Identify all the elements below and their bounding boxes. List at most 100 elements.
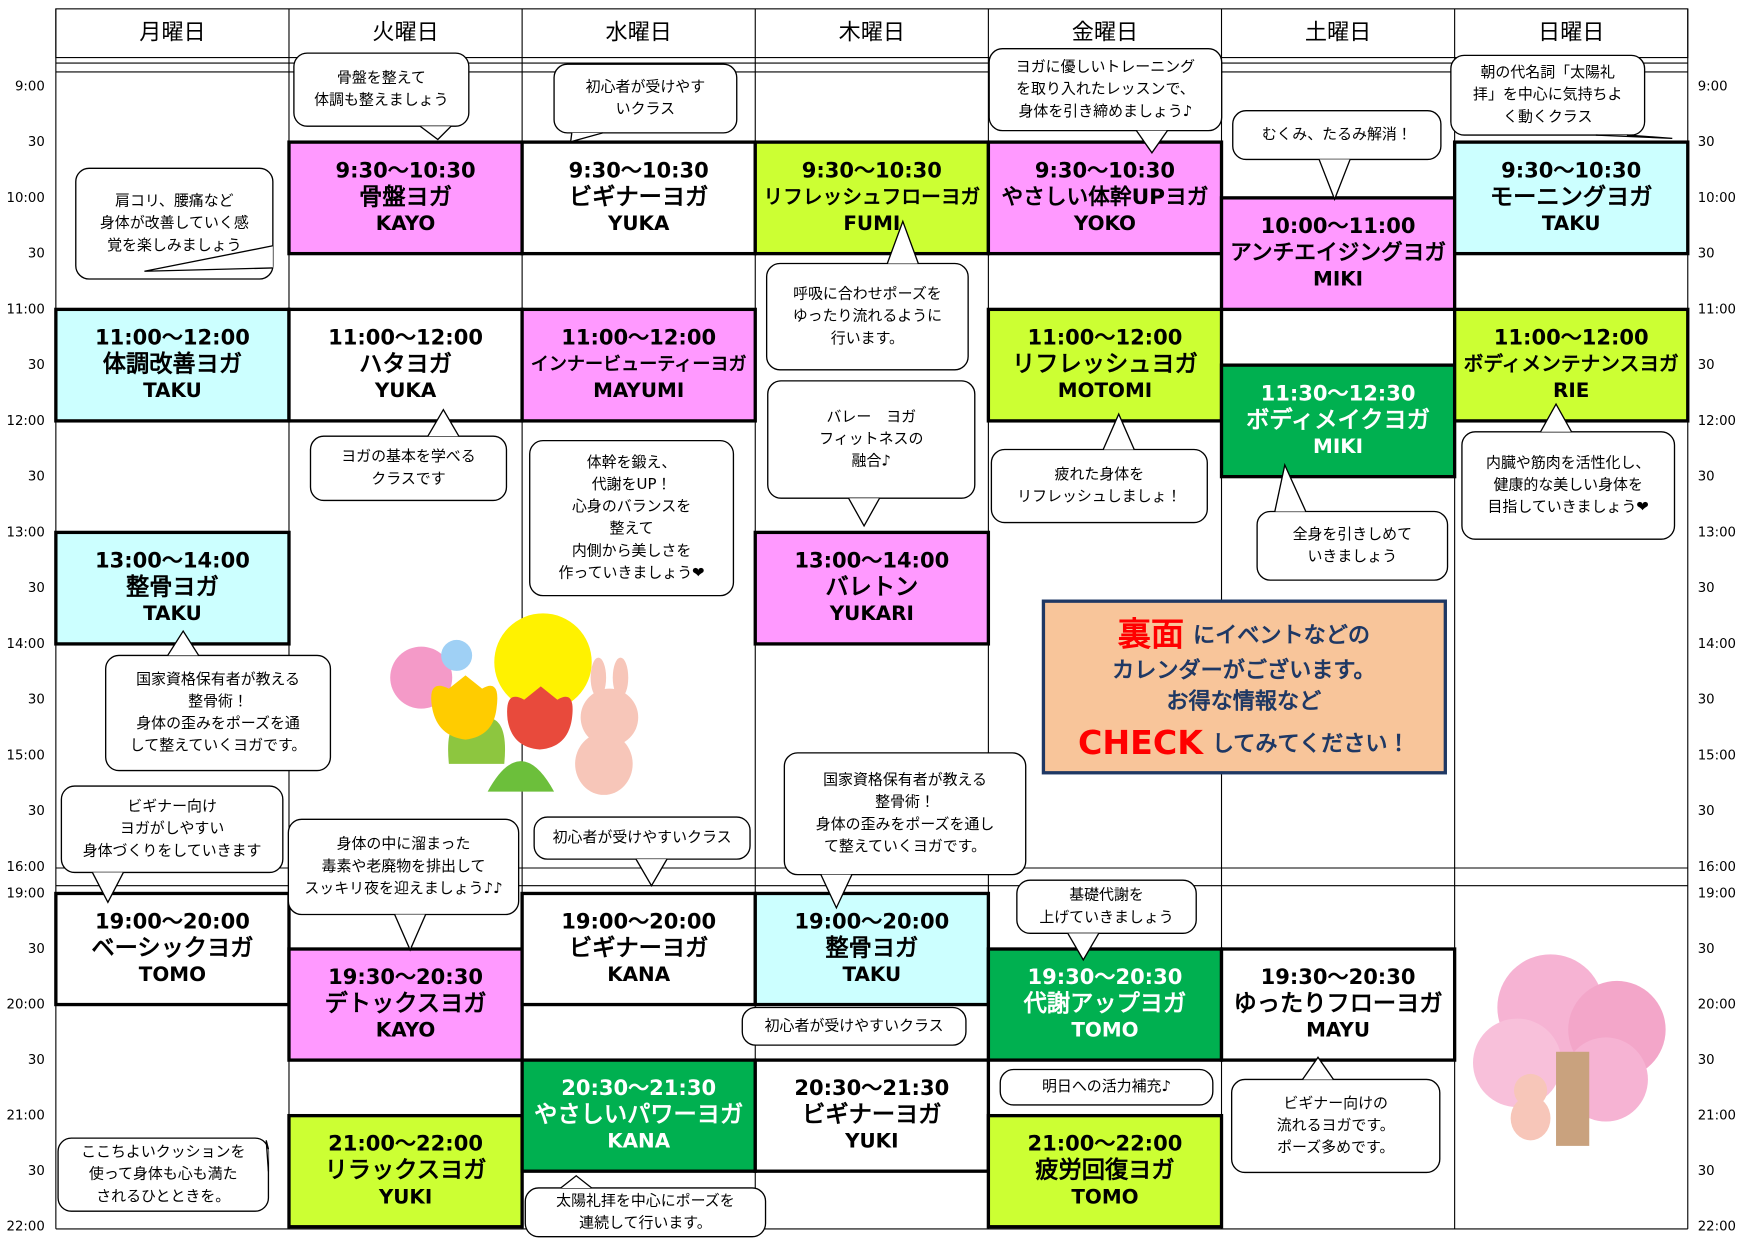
bubble-text: 疲れた身体を [1055, 465, 1145, 483]
speech-bubble: 体幹を鍛え、代謝をUP！ 心身のバランスを整えて内側から美しさを作っていきましょう… [529, 439, 735, 597]
bubble-text: ビギナー向けの [1283, 1094, 1388, 1112]
class-instructor: YUKI [844, 1130, 898, 1153]
class-name: リフレッシュヨガ [1012, 351, 1198, 378]
class-name: リラックスヨガ [325, 1157, 487, 1184]
leaf [487, 761, 555, 792]
tulip [431, 675, 498, 740]
class-name: アンチエイジングヨガ [1230, 240, 1446, 266]
time-label: 30 [1698, 693, 1715, 708]
class-time: 11:00〜12:00 [95, 325, 250, 350]
class-name: ベーシックヨガ [91, 935, 253, 962]
class-box [986, 1113, 1224, 1229]
class-time: 9:30〜10:30 [802, 157, 942, 182]
class-instructor: YOKO [1073, 212, 1136, 235]
bunny-ear [612, 657, 629, 698]
class-box [287, 947, 524, 1062]
notice: 裏面 にイベントなどの カレンダーがございます。 お得な情報など CHECK してみ… [1041, 599, 1447, 775]
bubble-text: 国家資格保有者が教える [823, 771, 987, 789]
speech-bubble: 初心者が受けやすいクラス [553, 63, 738, 143]
time-label: 21:00 [7, 1109, 45, 1124]
bubble-text: フィットネスの [819, 430, 923, 448]
bubble-tail [847, 497, 881, 528]
time-label: 12:00 [1698, 414, 1736, 429]
speech-bubble: 初心者が受けやすいクラス [741, 1006, 967, 1046]
bubble-text: いきましょう [1308, 547, 1398, 565]
time-label: 30 [1698, 804, 1715, 819]
time-label: 16:00 [7, 860, 45, 875]
bubble-text: 拝」を中心に気持ちよ [1473, 85, 1622, 103]
bunny-ear [590, 657, 607, 698]
day-header: 月曜日 [139, 20, 205, 46]
class-name: 整骨ヨガ [126, 574, 219, 601]
time-label: 30 [28, 942, 45, 957]
bubble-text: 初心者が受けやす [586, 77, 706, 95]
class-time: 20:30〜21:30 [794, 1075, 949, 1100]
bubble-text: ビギナー向け [127, 797, 217, 815]
bubble-text: 覚を楽しみましょう [107, 236, 241, 254]
class-name: 代謝アップヨガ [1023, 990, 1187, 1017]
class-time: 11:00〜12:00 [561, 325, 716, 350]
time-label: 30 [28, 135, 45, 150]
bubble-box [105, 654, 332, 772]
class-box [54, 530, 291, 646]
class-instructor: MAYUMI [593, 379, 684, 402]
class-time: 10:00〜11:00 [1261, 213, 1416, 238]
speech-bubbles: 骨盤を整えて体調も整えましょう初心者が受けやすいクラスヨガに優しいトレーニングを… [57, 48, 1676, 1238]
class-instructor: MIKI [1313, 268, 1363, 291]
speech-bubble: 初心者が受けやすいクラス [533, 816, 751, 888]
bubble-text: 基礎代謝を [1069, 886, 1144, 904]
bubble-text: 整骨術！ [875, 793, 935, 811]
bubble-text: リフレッシュしましょ！ [1017, 487, 1181, 505]
time-label: 14:00 [7, 637, 45, 652]
time-label: 30 [1698, 135, 1715, 150]
class-time: 9:30〜10:30 [1501, 157, 1641, 182]
tulip [507, 686, 573, 750]
class-box [54, 891, 291, 1007]
bubble-text: ゆったり流れるように [793, 307, 942, 325]
class-instructor: YUKA [607, 212, 670, 235]
class-name: モーニングヨガ [1490, 183, 1653, 210]
time-label: 20:00 [7, 998, 45, 1013]
time-label: 30 [1698, 247, 1715, 262]
bunny-head [580, 688, 639, 747]
notice-emphasis: CHECK [1078, 723, 1204, 762]
bunny-body [1510, 1096, 1551, 1141]
time-label: 30 [1698, 1053, 1715, 1068]
class-instructor: FUMI [843, 212, 900, 235]
time-label: 30 [28, 247, 45, 262]
decor-circle [441, 639, 473, 671]
time-label: 11:00 [1698, 302, 1736, 317]
bubble-text: 朝の代名詞「太陽礼 [1481, 63, 1615, 81]
bubble-text: 全身を引きしめて [1293, 525, 1413, 543]
bubble-text: ヨガがしやすい [120, 819, 224, 837]
bubble-text: ヨガに優しいトレーニング [1016, 58, 1195, 76]
notice-text: カレンダーがございます。 [1112, 657, 1375, 683]
bubble-text: 身体の中に溜まった [337, 835, 471, 853]
notice-line: CHECK してみてください！ [1078, 723, 1410, 762]
bubble-text: 内側から美しさを [572, 541, 692, 559]
bubble-text: 身体づくりをしていきます [83, 841, 262, 859]
bubble-text: されるひとときを。 [96, 1187, 230, 1205]
class-box [986, 140, 1224, 256]
bubble-box [765, 262, 969, 371]
time-label: 15:00 [7, 748, 45, 763]
bubble-text: を取り入れたレッスンで、 [1016, 80, 1195, 98]
class-name: 体調改善ヨガ [103, 351, 242, 378]
class-time: 11:00〜12:00 [1494, 325, 1649, 350]
bubble-text: ここちよいクッションを [81, 1143, 245, 1161]
tree-trunk [1556, 1051, 1590, 1146]
decorations [390, 613, 1666, 1146]
class-instructor: YUKI [378, 1185, 432, 1208]
class-time: 9:30〜10:30 [1035, 157, 1175, 182]
bubble-text: クラスです [371, 469, 445, 487]
